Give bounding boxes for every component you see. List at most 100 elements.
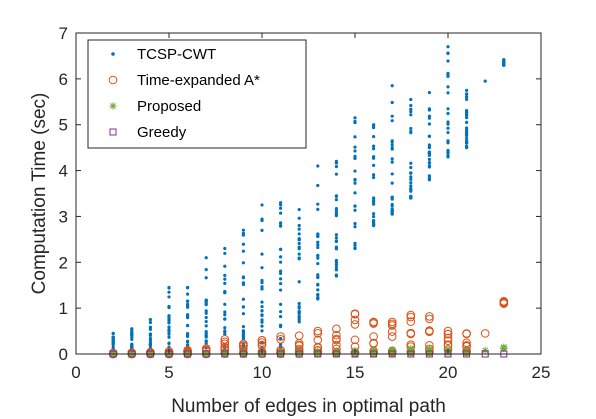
data-point: [186, 299, 190, 303]
data-point: [204, 324, 208, 328]
data-point: [297, 256, 301, 260]
data-point: [279, 302, 283, 306]
data-point: [353, 246, 357, 251]
data-point: [332, 330, 341, 340]
data-point: [465, 133, 469, 137]
data-point: [316, 243, 320, 247]
data-point: [390, 212, 394, 216]
data-point: [409, 161, 413, 165]
data-point: [316, 297, 320, 301]
data-point: [297, 314, 301, 318]
data-point: [241, 282, 245, 287]
data-point: [279, 247, 283, 252]
data-point: [204, 309, 208, 313]
data-point: [334, 261, 338, 265]
data-point: [223, 251, 227, 256]
data-point: [425, 314, 434, 324]
data-point: [204, 268, 208, 272]
data-point: [353, 135, 357, 139]
data-point: [409, 175, 413, 179]
data-point: [409, 196, 413, 200]
data-point: [148, 333, 152, 337]
legend-label: Greedy: [137, 124, 187, 141]
data-point: [390, 140, 394, 144]
data-point: [409, 110, 413, 114]
legend-box: [87, 39, 307, 149]
data-point: [297, 241, 301, 246]
data-point: [465, 146, 469, 150]
data-point: [223, 246, 227, 251]
y-tick-label: 6: [59, 70, 68, 89]
data-point: [425, 327, 434, 337]
data-point: [241, 312, 245, 316]
data-point: [279, 255, 283, 259]
data-point: [390, 147, 394, 151]
y-tick-label: 3: [59, 207, 68, 226]
data-point: [353, 169, 357, 173]
data-point: [220, 337, 230, 347]
data-point: [223, 281, 227, 285]
data-point: [334, 247, 338, 251]
data-point: [502, 63, 506, 67]
data-point: [257, 338, 267, 347]
data-point: [353, 204, 357, 208]
data-point: [260, 280, 264, 285]
x-axis-label: Number of edges in optimal path: [171, 396, 446, 417]
data-point: [425, 345, 433, 353]
data-point: [353, 119, 357, 124]
data-point: [462, 338, 471, 348]
data-point: [390, 202, 394, 207]
legend-square-marker: [109, 128, 117, 136]
data-point: [279, 271, 283, 276]
data-point: [260, 320, 264, 324]
data-point: [148, 325, 152, 329]
legend-asterisk-marker: [109, 102, 117, 110]
data-point: [443, 336, 453, 346]
data-point: [427, 150, 431, 155]
data-point: [387, 327, 397, 336]
data-point: [279, 281, 283, 286]
data-point: [353, 221, 357, 226]
data-point: [297, 207, 301, 212]
data-point: [372, 134, 376, 139]
data-point: [260, 228, 264, 232]
data-point: [353, 149, 357, 153]
data-point: [372, 126, 376, 130]
data-point: [223, 273, 227, 277]
axes-box: [75, 32, 542, 355]
data-point: [372, 215, 376, 219]
data-point: [241, 233, 245, 237]
data-point: [372, 199, 376, 203]
data-point: [465, 126, 469, 130]
data-point: [446, 91, 450, 95]
data-point: [297, 309, 301, 314]
data-point: [350, 315, 360, 325]
data-point: [390, 207, 394, 211]
data-point: [167, 318, 171, 322]
data-point: [186, 302, 190, 307]
y-tick-label: 7: [59, 24, 68, 43]
data-point: [316, 202, 320, 206]
data-point: [427, 108, 431, 112]
data-point: [372, 196, 376, 201]
data-point: [204, 311, 208, 315]
data-point: [260, 287, 264, 291]
data-point: [465, 113, 469, 117]
legend-item: Proposed: [109, 98, 201, 115]
data-point: [148, 320, 152, 325]
data-point: [297, 247, 301, 251]
data-point: [369, 319, 378, 328]
data-point: [167, 335, 171, 339]
data-point: [148, 318, 152, 322]
data-point: [297, 227, 301, 231]
data-point: [297, 216, 301, 220]
data-point: [350, 309, 360, 319]
data-point: [446, 122, 450, 126]
data-point: [372, 144, 376, 148]
y-tick-label: 4: [59, 162, 68, 181]
data-point: [167, 329, 171, 333]
legend-item: TCSP-CWT: [111, 46, 216, 63]
data-point: [446, 85, 450, 89]
data-point: [465, 139, 469, 143]
